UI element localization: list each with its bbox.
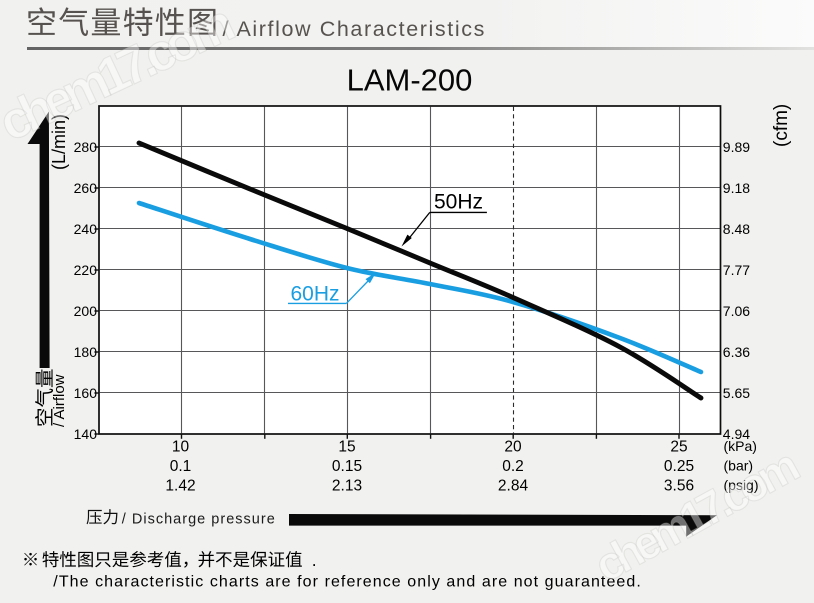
svg-text:/The characteristic charts are: /The characteristic charts are for refer…	[53, 573, 641, 590]
svg-text:0.15: 0.15	[332, 458, 362, 475]
svg-text:160: 160	[74, 385, 98, 401]
svg-text:4.94: 4.94	[723, 426, 750, 442]
svg-text:20: 20	[504, 439, 522, 456]
svg-text:/ Airflow Characteristics: / Airflow Characteristics	[223, 17, 486, 41]
svg-text:5.65: 5.65	[723, 385, 750, 401]
svg-text:7.06: 7.06	[723, 303, 750, 319]
svg-text:200: 200	[74, 303, 98, 319]
svg-text:2.84: 2.84	[498, 478, 529, 495]
svg-text:50Hz: 50Hz	[434, 191, 483, 214]
svg-text:8.48: 8.48	[723, 221, 750, 237]
svg-text:2.13: 2.13	[332, 478, 362, 495]
svg-text:/ Airflow: / Airflow	[51, 374, 68, 427]
svg-text:9.18: 9.18	[723, 180, 750, 196]
svg-text:0.25: 0.25	[664, 458, 694, 475]
svg-text:10: 10	[172, 439, 190, 456]
svg-text:(L/min): (L/min)	[49, 114, 69, 170]
svg-text:(psig): (psig)	[724, 477, 759, 493]
svg-text:(bar): (bar)	[724, 458, 754, 474]
svg-text:0.1: 0.1	[170, 458, 192, 475]
svg-text:260: 260	[74, 180, 98, 196]
svg-text:9.89: 9.89	[723, 139, 750, 155]
svg-text:0.2: 0.2	[502, 458, 524, 475]
svg-text:(cfm): (cfm)	[771, 104, 792, 147]
svg-text:15: 15	[338, 439, 355, 456]
svg-text:180: 180	[74, 344, 98, 360]
svg-text:220: 220	[74, 262, 98, 278]
svg-text:LAM-200: LAM-200	[347, 63, 473, 98]
svg-text:(kPa): (kPa)	[724, 438, 757, 454]
svg-text:140: 140	[74, 426, 98, 442]
svg-text:7.77: 7.77	[723, 262, 750, 278]
svg-text:25: 25	[670, 439, 687, 456]
svg-text:.: .	[312, 550, 317, 570]
svg-text:1.42: 1.42	[165, 478, 195, 495]
svg-text:280: 280	[74, 139, 98, 155]
svg-text:240: 240	[74, 221, 98, 237]
svg-text:6.36: 6.36	[723, 344, 750, 360]
svg-text:60Hz: 60Hz	[291, 283, 340, 306]
svg-text:/ Discharge pressure: / Discharge pressure	[122, 512, 275, 528]
svg-text:3.56: 3.56	[664, 478, 694, 495]
